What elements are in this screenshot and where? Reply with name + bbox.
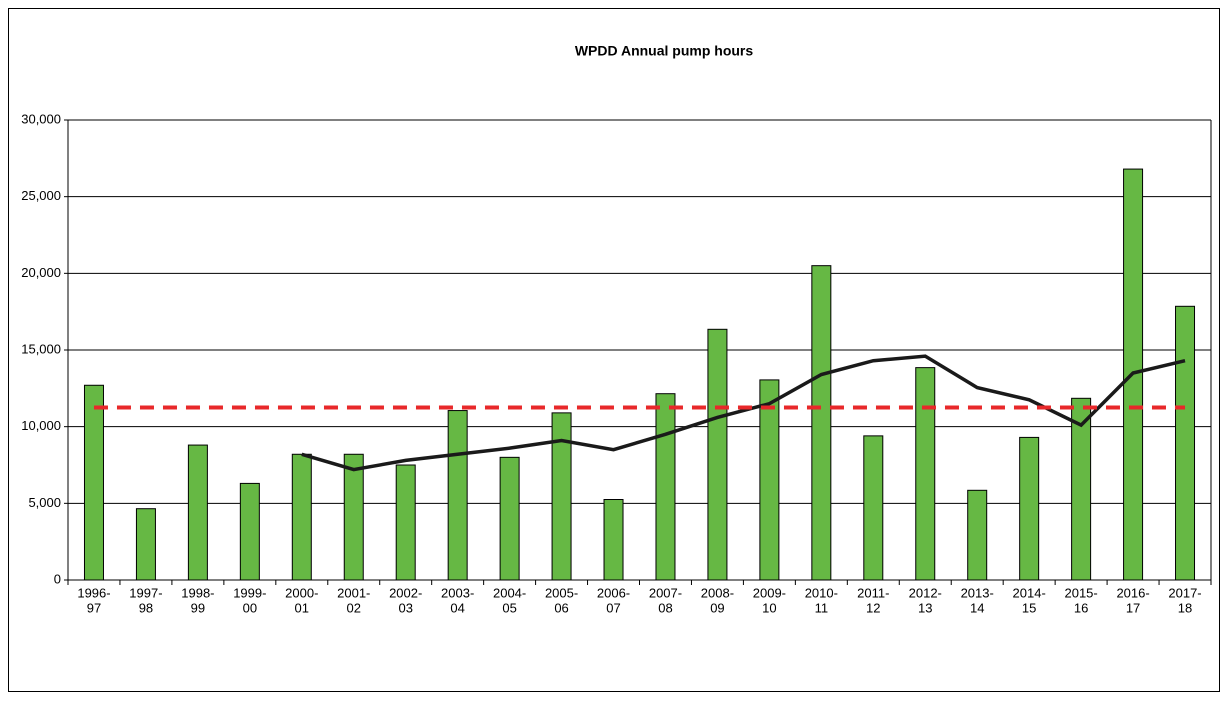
x-tick-label: 04 xyxy=(450,600,464,615)
x-tick-label: 15 xyxy=(1022,600,1036,615)
bar xyxy=(759,379,780,581)
x-tick-label: 2016- xyxy=(1116,585,1149,600)
bar xyxy=(343,453,364,581)
x-tick-label: 14 xyxy=(970,600,984,615)
bar xyxy=(551,412,572,581)
x-tick-label: 17 xyxy=(1126,600,1140,615)
bar xyxy=(811,265,832,581)
x-tick-label: 99 xyxy=(191,600,205,615)
x-tick-label: 2009- xyxy=(753,585,786,600)
x-tick-label: 2017- xyxy=(1168,585,1201,600)
x-tick-label: 2002- xyxy=(389,585,422,600)
trend-line xyxy=(301,354,1186,472)
y-tick-label: 30,000 xyxy=(21,111,61,126)
x-tick-label: 08 xyxy=(658,600,672,615)
x-tick-label: 13 xyxy=(918,600,932,615)
bar xyxy=(967,489,988,581)
bar xyxy=(135,508,156,581)
x-tick-label: 11 xyxy=(815,600,829,615)
bar xyxy=(1019,436,1040,581)
bar xyxy=(83,384,104,581)
x-tick-label: 2006- xyxy=(597,585,630,600)
x-tick-label: 16 xyxy=(1074,600,1088,615)
x-tick-label: 2010- xyxy=(805,585,838,600)
x-tick-label: 2000- xyxy=(285,585,318,600)
bar xyxy=(499,456,520,581)
bar xyxy=(915,367,936,581)
y-tick-label: 10,000 xyxy=(21,418,61,433)
x-tick-label: 09 xyxy=(710,600,724,615)
x-tick-label: 2005- xyxy=(545,585,578,600)
bar xyxy=(187,444,208,581)
x-tick-label: 98 xyxy=(139,600,153,615)
y-tick-label: 0 xyxy=(54,571,61,586)
bar xyxy=(291,453,312,581)
y-tick-label: 5,000 xyxy=(28,495,61,510)
bar xyxy=(395,464,416,581)
bar xyxy=(239,482,260,581)
x-tick-label: 2011- xyxy=(857,585,889,600)
x-tick-label: 2013- xyxy=(961,585,994,600)
x-tick-label: 2001- xyxy=(337,585,370,600)
x-tick-label: 2008- xyxy=(701,585,734,600)
x-tick-label: 18 xyxy=(1178,600,1192,615)
x-tick-label: 2015- xyxy=(1064,585,1097,600)
x-tick-label: 06 xyxy=(554,600,568,615)
bar xyxy=(1175,305,1196,581)
x-tick-label: 2003- xyxy=(441,585,474,600)
x-tick-label: 1998- xyxy=(181,585,214,600)
x-tick-label: 1996- xyxy=(77,585,110,600)
x-tick-label: 00 xyxy=(243,600,257,615)
bar xyxy=(707,328,728,581)
bar xyxy=(655,393,676,581)
x-tick-label: 2014- xyxy=(1013,585,1046,600)
y-tick-label: 15,000 xyxy=(21,341,61,356)
x-tick-label: 01 xyxy=(295,600,309,615)
x-tick-label: 12 xyxy=(866,600,880,615)
x-tick-label: 2007- xyxy=(649,585,682,600)
x-tick-label: 05 xyxy=(502,600,516,615)
bar xyxy=(863,435,884,581)
y-tick-label: 25,000 xyxy=(21,188,61,203)
x-tick-label: 1997- xyxy=(129,585,162,600)
y-tick-label: 20,000 xyxy=(21,265,61,280)
bar xyxy=(447,410,468,581)
x-tick-label: 07 xyxy=(606,600,620,615)
bar xyxy=(603,499,624,581)
x-tick-label: 2012- xyxy=(909,585,942,600)
x-tick-label: 2004- xyxy=(493,585,526,600)
x-tick-label: 1999- xyxy=(233,585,266,600)
x-tick-label: 03 xyxy=(398,600,412,615)
chart-title: WPDD Annual pump hours xyxy=(575,43,754,59)
x-tick-label: 02 xyxy=(347,600,361,615)
x-tick-label: 97 xyxy=(87,600,101,615)
x-tick-label: 10 xyxy=(762,600,776,615)
